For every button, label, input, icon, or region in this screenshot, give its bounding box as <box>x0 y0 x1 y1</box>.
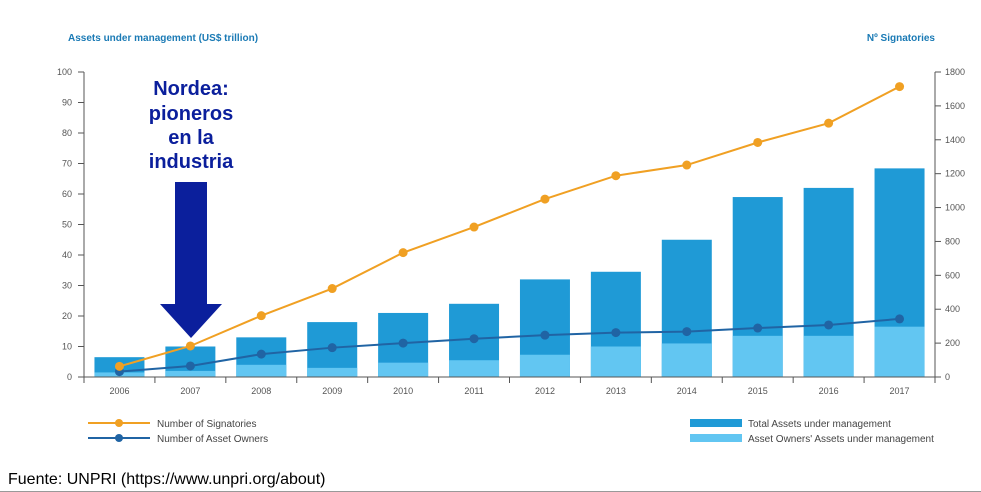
left-tick-label: 100 <box>57 67 72 77</box>
legend-owner-assets-swatch <box>690 434 742 442</box>
right-tick-label: 800 <box>945 236 960 246</box>
bar-owner-assets <box>236 364 287 377</box>
x-tick-label: 2011 <box>464 386 483 396</box>
point-number-of-signatories <box>824 118 834 128</box>
x-tick-label: 2015 <box>748 386 768 396</box>
legend-signatories-marker <box>115 419 123 427</box>
bar-owner-assets <box>874 326 925 377</box>
point-number-of-asset-owners <box>540 330 550 340</box>
bar-owner-assets <box>307 367 358 377</box>
legend: Number of Signatories Number of Asset Ow… <box>88 419 934 445</box>
right-tick-label: 1600 <box>945 101 965 111</box>
bar-owner-assets <box>590 346 641 377</box>
bar-owner-assets <box>661 343 712 377</box>
point-number-of-asset-owners <box>895 314 905 324</box>
right-tick-label: 1400 <box>945 135 965 145</box>
x-tick-label: 2014 <box>677 386 697 396</box>
bar-group <box>94 168 925 377</box>
point-number-of-asset-owners <box>753 323 763 333</box>
annotation-line-1: Nordea: <box>153 78 229 100</box>
point-number-of-signatories <box>469 222 479 232</box>
legend-owners-label: Number of Asset Owners <box>157 434 268 445</box>
left-tick-label: 10 <box>62 342 72 352</box>
right-tick-label: 1200 <box>945 169 965 179</box>
point-number-of-signatories <box>682 160 692 170</box>
bar-owner-assets <box>803 335 854 377</box>
legend-owners-marker <box>115 434 123 442</box>
point-number-of-asset-owners <box>824 320 834 330</box>
right-tick-label: 0 <box>945 372 950 382</box>
bar-owner-assets <box>165 370 216 377</box>
left-tick-label: 80 <box>62 128 72 138</box>
left-tick-label: 90 <box>62 98 72 108</box>
point-number-of-signatories <box>185 341 195 351</box>
x-tick-label: 2010 <box>393 386 413 396</box>
right-tick-label: 600 <box>945 270 960 280</box>
point-number-of-asset-owners <box>469 334 479 344</box>
x-tick-label: 2012 <box>535 386 555 396</box>
right-axis: 0 200 400 600 800 1000 1200 1400 1600 1800 <box>934 67 965 382</box>
x-tick-label: 2007 <box>180 386 200 396</box>
legend-total-assets-swatch <box>690 419 742 427</box>
point-number-of-asset-owners <box>256 349 266 359</box>
x-tick-label: 2006 <box>109 386 129 396</box>
point-number-of-signatories <box>114 361 124 371</box>
point-number-of-signatories <box>256 311 266 321</box>
left-axis-title: Assets under management (US$ trillion) <box>68 33 258 44</box>
line-number-of-asset-owners <box>119 317 900 373</box>
annotation-line-2: pioneros <box>149 103 233 125</box>
left-tick-label: 40 <box>62 250 72 260</box>
right-axis-title: Nº Signatories <box>867 33 936 44</box>
legend-signatories-label: Number of Signatories <box>157 419 257 430</box>
x-axis: 2006 2007 2008 2009 2010 2011 2012 2013 2014 2015… <box>83 376 936 396</box>
point-number-of-signatories <box>611 171 621 181</box>
annotation: Nordea: pioneros en la industria <box>149 78 234 338</box>
point-number-of-asset-owners <box>682 327 692 337</box>
right-tick-label: 1000 <box>945 203 965 213</box>
point-number-of-signatories <box>327 284 337 294</box>
line-group <box>114 82 905 377</box>
line-number-of-signatories <box>119 85 901 368</box>
source-note: Fuente: UNPRI (https://www.unpri.org/abo… <box>8 471 326 488</box>
right-tick-label: 200 <box>945 338 960 348</box>
point-number-of-signatories <box>540 194 550 204</box>
legend-total-assets-label: Total Assets under management <box>748 419 891 430</box>
left-tick-label: 30 <box>62 281 72 291</box>
down-arrow-icon <box>160 182 222 338</box>
left-axis: 0 10 20 30 40 50 60 70 80 90 100 <box>57 67 85 382</box>
point-number-of-asset-owners <box>185 361 195 371</box>
left-tick-label: 60 <box>62 189 72 199</box>
left-tick-label: 50 <box>62 220 72 230</box>
x-tick-label: 2008 <box>251 386 271 396</box>
point-number-of-asset-owners <box>611 328 621 338</box>
left-tick-label: 0 <box>67 372 72 382</box>
point-number-of-signatories <box>895 82 905 92</box>
point-number-of-signatories <box>753 137 763 147</box>
x-tick-label: 2017 <box>890 386 910 396</box>
point-number-of-signatories <box>398 248 408 258</box>
annotation-line-3: en la <box>168 127 214 149</box>
x-tick-label: 2013 <box>606 386 626 396</box>
bar-owner-assets <box>519 354 570 377</box>
right-tick-label: 400 <box>945 304 960 314</box>
bar-owner-assets <box>378 362 429 377</box>
x-tick-label: 2016 <box>819 386 839 396</box>
left-tick-label: 20 <box>62 311 72 321</box>
right-tick-label: 1800 <box>945 67 965 77</box>
point-number-of-asset-owners <box>398 338 408 348</box>
left-tick-label: 70 <box>62 159 72 169</box>
bar-owner-assets <box>449 360 500 377</box>
legend-owner-assets-label: Asset Owners' Assets under management <box>748 434 934 445</box>
bar-owner-assets <box>732 335 783 377</box>
point-number-of-asset-owners <box>327 343 337 353</box>
annotation-line-4: industria <box>149 151 234 173</box>
chart: Assets under management (US$ trillion) N… <box>57 33 965 445</box>
x-tick-label: 2009 <box>322 386 342 396</box>
